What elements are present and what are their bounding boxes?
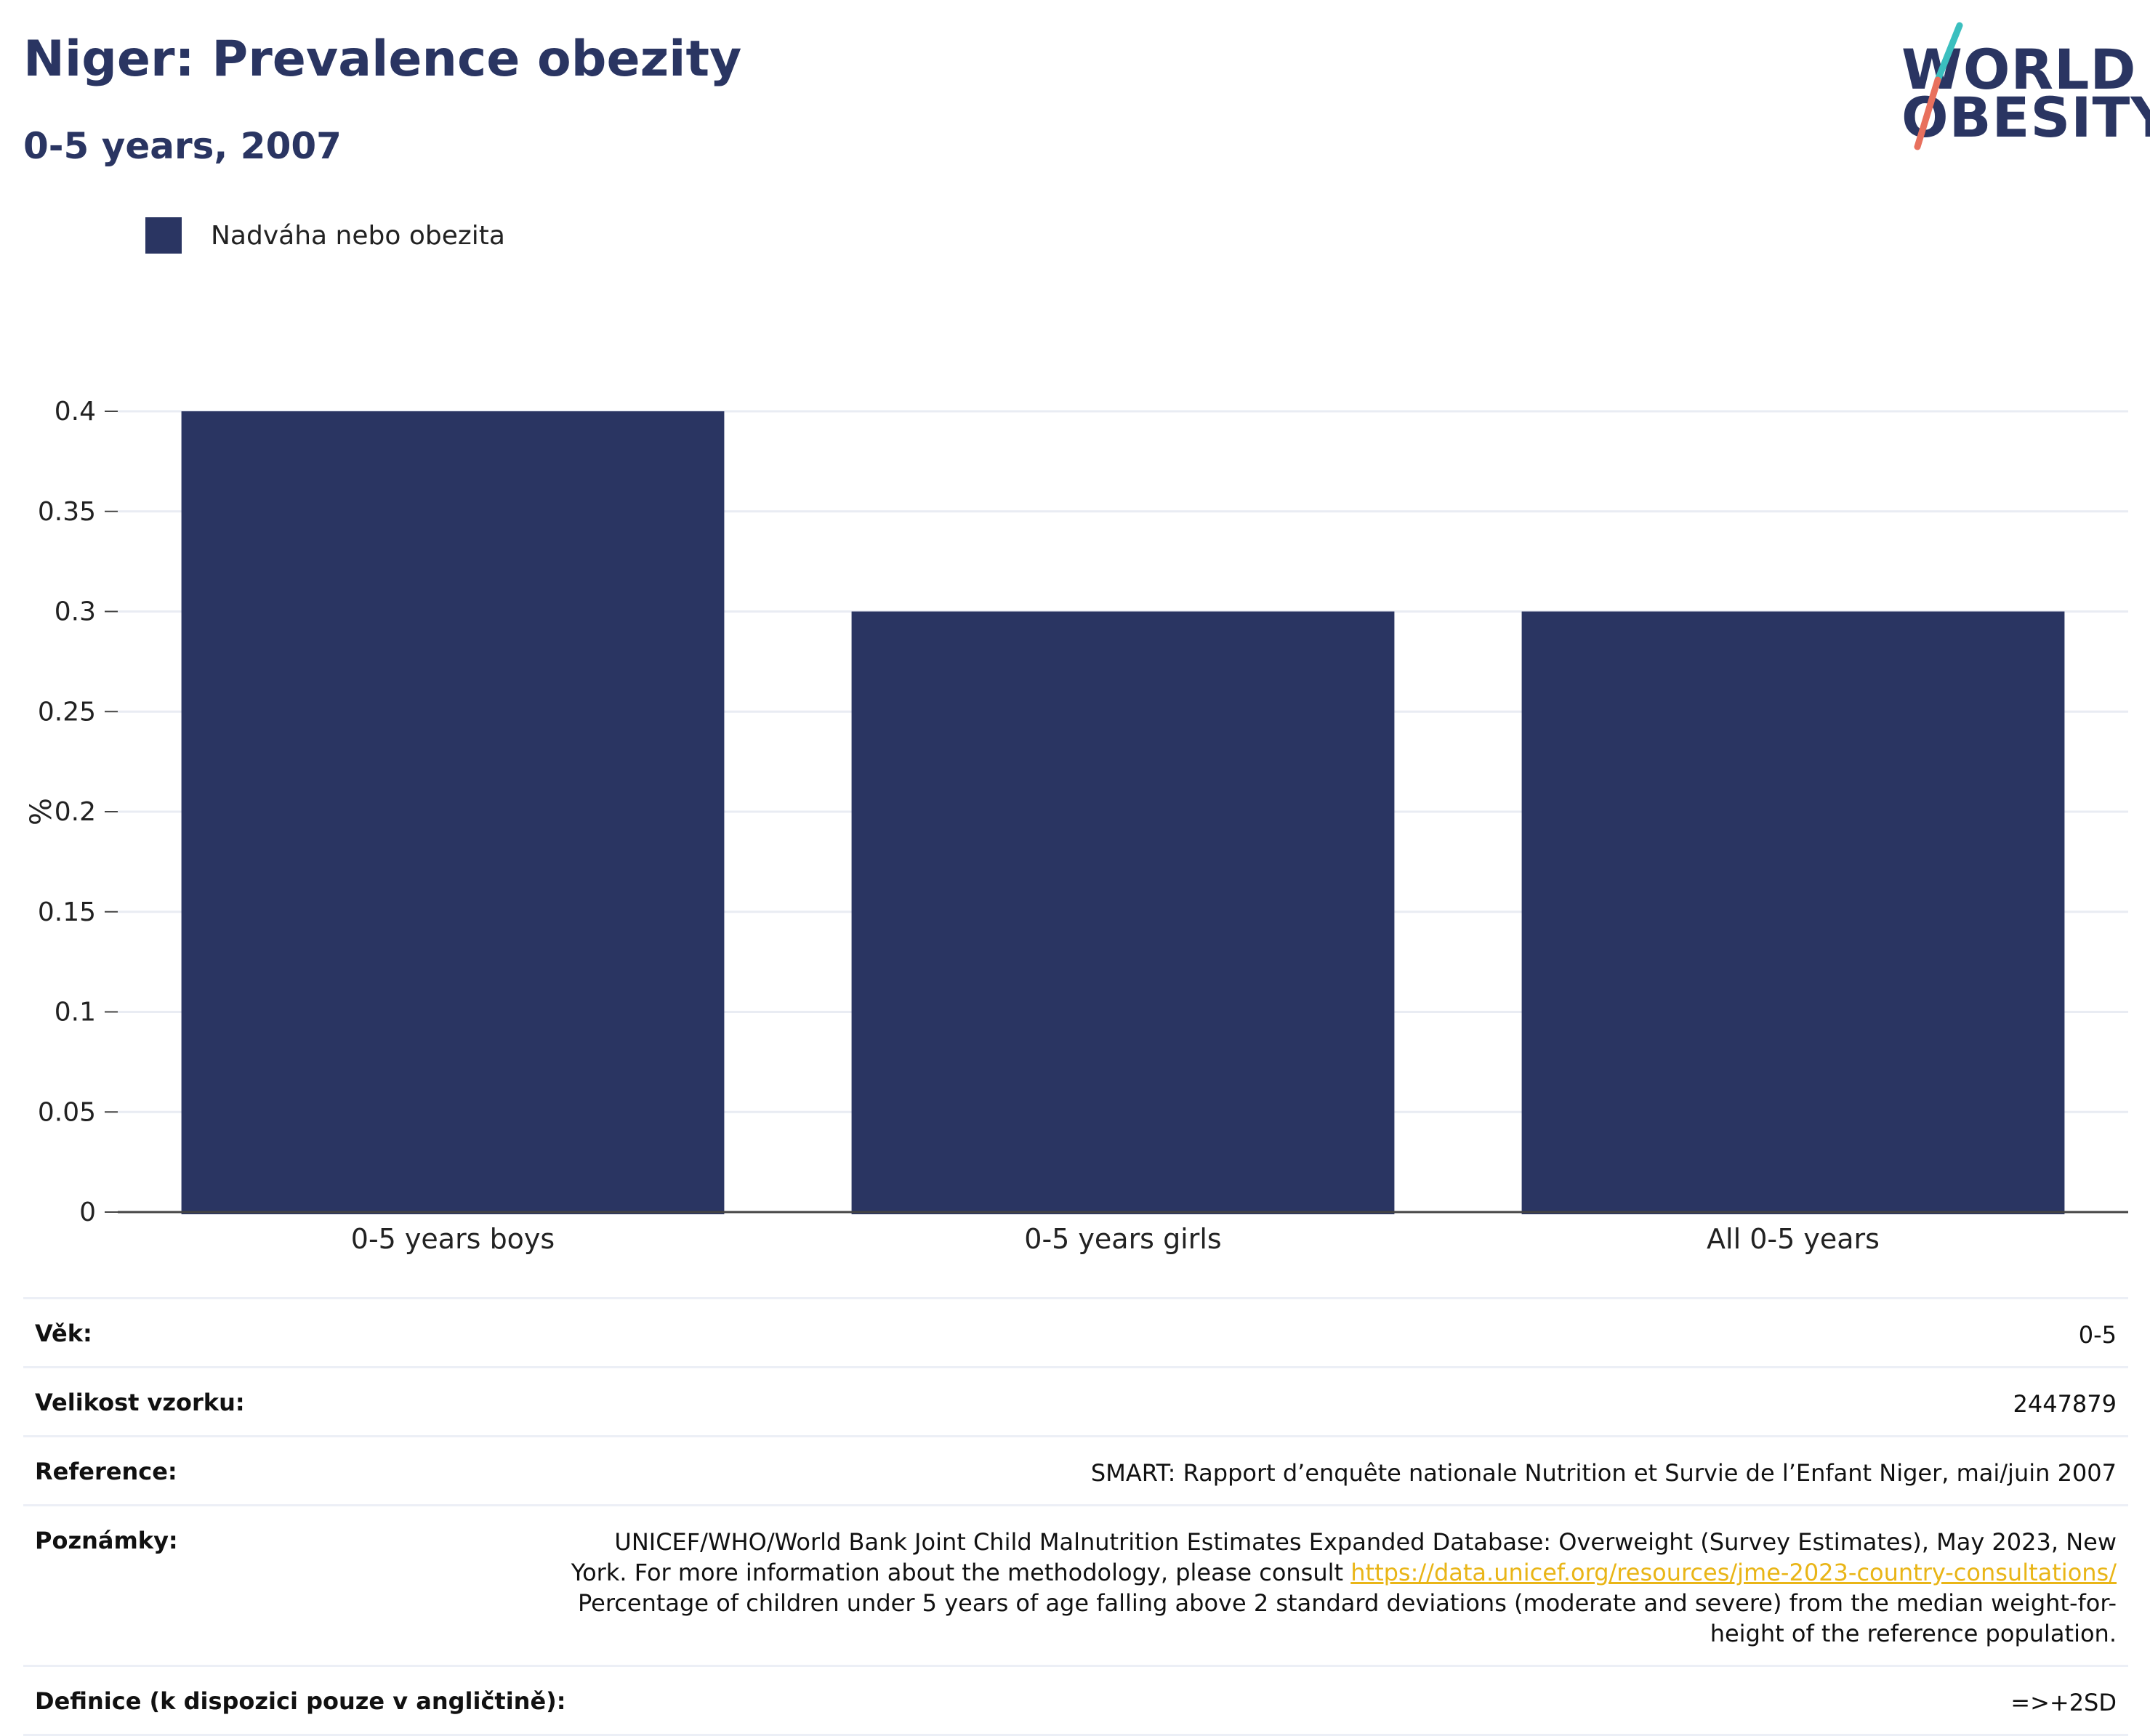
x-tick-label: 0-5 years girls [1024,1223,1221,1255]
meta-value-sample-size: 2447879 [2013,1390,2117,1418]
meta-key-sample-size: Velikost vzorku: [35,1389,245,1416]
methodology-link[interactable]: https://data.unicef.org/resources/jme-20… [1350,1559,2117,1586]
legend-swatch [145,217,182,254]
y-axis-title: % [25,798,58,825]
x-tick-label: 0-5 years boys [351,1223,555,1255]
bar [1521,611,2065,1214]
meta-value-reference: SMART: Rapport d’enquête nationale Nutri… [1090,1459,2117,1487]
chart-subtitle: 0-5 years, 2007 [23,125,342,167]
meta-row-definition: Definice (k dispozici pouze v angličtině… [23,1665,2128,1736]
meta-row-age: Věk: 0-5 [23,1297,2128,1366]
bar [181,411,725,1214]
notes-definition-text: Percentage of children under 5 years of … [578,1589,2117,1647]
x-tick-label: All 0-5 years [1707,1223,1880,1255]
bar-chart: 0 0.05 0.1 0.15 0.2 0.25 0.3 0.35 0.4 0-5 years b… [25,397,2128,1255]
chart-legend: Nadváha nebo obezita [145,217,505,254]
meta-key-notes: Poznámky: [35,1527,178,1554]
chart-title: Niger: Prevalence obezity [23,31,742,88]
meta-value-notes: UNICEF/WHO/World Bank Joint Child Malnut… [554,1527,2117,1649]
y-tick-label: 0.2 [55,797,96,827]
y-tick-label: 0.25 [38,697,96,727]
meta-key-age: Věk: [35,1320,92,1347]
logo-word-bottom: OBESITY [1901,85,2150,150]
y-tick-label: 0.15 [38,897,96,927]
meta-row-notes: Poznámky: UNICEF/WHO/World Bank Joint Ch… [23,1504,2128,1665]
y-tick-label: 0.4 [55,397,96,427]
meta-row-reference: Reference: SMART: Rapport d’enquête nati… [23,1435,2128,1504]
world-obesity-logo: WORLD OBESITY [1890,15,2150,160]
y-tick-label: 0.05 [38,1097,96,1127]
y-tick-label: 0 [79,1198,96,1227]
meta-row-sample-size: Velikost vzorku: 2447879 [23,1366,2128,1435]
y-tick-label: 0.35 [38,497,96,527]
meta-value-definition: =>+2SD [2010,1689,2117,1716]
meta-key-reference: Reference: [35,1458,177,1485]
metadata-table: Věk: 0-5 Velikost vzorku: 2447879 Refere… [23,1297,2128,1736]
legend-label: Nadváha nebo obezita [211,220,505,251]
bar [851,611,1395,1214]
meta-value-age: 0-5 [2078,1321,2117,1349]
y-tick-label: 0.1 [55,998,96,1028]
y-tick-label: 0.3 [55,597,96,627]
logo-slash-icon [1914,22,1963,150]
meta-key-definition: Definice (k dispozici pouze v angličtině… [35,1687,566,1715]
notes-text: UNICEF/WHO/World Bank Joint Child Malnut… [571,1528,2117,1586]
